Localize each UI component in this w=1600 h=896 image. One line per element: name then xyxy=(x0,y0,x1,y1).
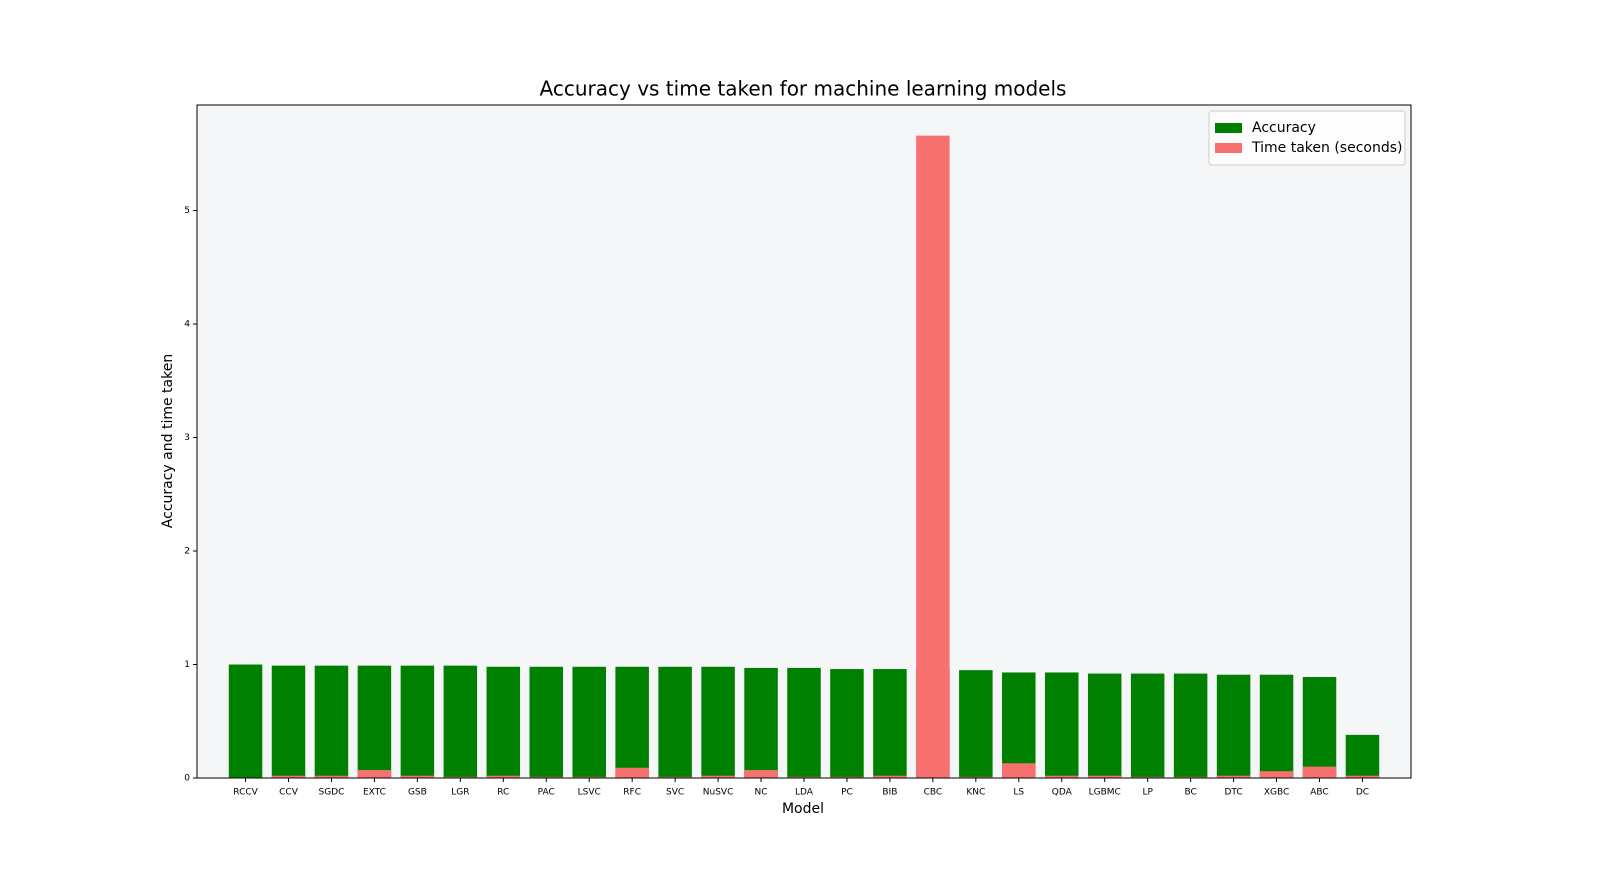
x-tick-label: BC xyxy=(1184,788,1196,798)
bar xyxy=(1087,673,1122,778)
bar xyxy=(357,665,392,778)
bar xyxy=(1259,771,1294,778)
bar xyxy=(1044,672,1079,778)
bar xyxy=(873,669,907,778)
x-tick-label: XGBC xyxy=(1264,788,1289,798)
bar xyxy=(1173,673,1208,778)
y-tick-label: 1 xyxy=(184,660,190,670)
bar xyxy=(615,666,649,778)
bar xyxy=(873,775,907,778)
plot-frame xyxy=(196,104,1412,779)
x-tick-label: NuSVC xyxy=(703,788,734,798)
bar xyxy=(1302,766,1337,778)
x-tick-label: ABC xyxy=(1310,788,1328,798)
y-tick-label: 2 xyxy=(184,547,190,557)
bar xyxy=(701,666,735,778)
bar xyxy=(1002,672,1036,778)
bar xyxy=(228,664,263,778)
bar xyxy=(744,667,778,778)
x-tick-label: EXTC xyxy=(363,788,386,798)
legend-swatch xyxy=(1215,123,1242,133)
x-tick-label: SGDC xyxy=(319,788,345,798)
bar xyxy=(1044,775,1079,778)
plot-area xyxy=(197,105,1411,778)
bar xyxy=(572,776,606,778)
y-tick-label: 0 xyxy=(184,774,190,784)
x-tick-label: LDA xyxy=(795,788,814,798)
x-tick-label: PAC xyxy=(538,788,555,798)
x-axis-label: Model xyxy=(782,801,824,817)
bar xyxy=(486,775,521,778)
x-tick-label: QDA xyxy=(1052,788,1073,798)
legend: Accuracy Time taken (seconds) xyxy=(1208,110,1406,166)
bar xyxy=(1216,674,1251,778)
bar xyxy=(1130,673,1165,778)
x-tick-label: LP xyxy=(1142,788,1153,798)
bar xyxy=(1259,674,1294,778)
bar xyxy=(787,776,821,778)
bar xyxy=(443,776,478,778)
y-tick-label: 3 xyxy=(184,433,190,443)
y-tick-label: 4 xyxy=(184,320,190,330)
legend-label: Accuracy xyxy=(1252,120,1316,136)
x-tick-label: NC xyxy=(755,788,768,798)
legend-box xyxy=(1208,110,1406,166)
y-tick-label: 5 xyxy=(184,206,190,216)
bar xyxy=(916,135,950,778)
x-tick-label: PC xyxy=(841,788,853,798)
x-tick-label: CCV xyxy=(279,788,299,798)
x-tick-label: LGR xyxy=(451,788,469,798)
bar xyxy=(357,770,392,778)
x-tick-label: LSVC xyxy=(578,788,601,798)
bar xyxy=(1087,775,1122,778)
bar xyxy=(314,775,349,778)
bar xyxy=(1302,676,1337,778)
x-tick-label: DC xyxy=(1356,788,1369,798)
x-tick-label: RCCV xyxy=(233,788,258,798)
bar xyxy=(744,770,778,778)
x-tick-label: RC xyxy=(497,788,509,798)
chart-title: Accuracy vs time taken for machine learn… xyxy=(540,77,1067,101)
x-tick-label: LGBMC xyxy=(1089,788,1121,798)
bar xyxy=(529,776,564,778)
bar xyxy=(314,665,349,778)
bar xyxy=(1345,734,1380,778)
x-tick-label: GSB xyxy=(408,788,427,798)
x-tick-label: DTC xyxy=(1224,788,1242,798)
bar xyxy=(959,776,993,778)
x-tick-label: RFC xyxy=(623,788,641,798)
bar xyxy=(1173,776,1208,778)
x-tick-label: LS xyxy=(1013,788,1024,798)
bar xyxy=(701,775,735,778)
bar xyxy=(787,667,821,778)
bar xyxy=(400,665,435,778)
bar xyxy=(1216,775,1251,778)
bar xyxy=(1130,776,1165,778)
bar xyxy=(443,665,478,778)
bar xyxy=(658,776,692,778)
bar xyxy=(615,767,649,778)
bar xyxy=(658,666,692,778)
legend-swatch xyxy=(1215,143,1242,153)
x-tick-label: KNC xyxy=(966,788,985,798)
bar xyxy=(830,776,864,778)
x-tick-label: CBC xyxy=(924,788,943,798)
bar xyxy=(271,665,306,778)
bar xyxy=(830,669,864,778)
y-axis-label: Accuracy and time taken xyxy=(160,354,176,528)
legend-label: Time taken (seconds) xyxy=(1251,140,1402,156)
x-tick-label: SVC xyxy=(666,788,684,798)
bar xyxy=(486,666,521,778)
bar xyxy=(400,775,435,778)
bar xyxy=(1002,763,1036,778)
bar xyxy=(572,666,606,778)
bar xyxy=(1345,775,1380,778)
x-tick-label: BIB xyxy=(882,788,897,798)
bar xyxy=(959,670,993,778)
bar xyxy=(271,775,306,778)
bar xyxy=(529,666,564,778)
